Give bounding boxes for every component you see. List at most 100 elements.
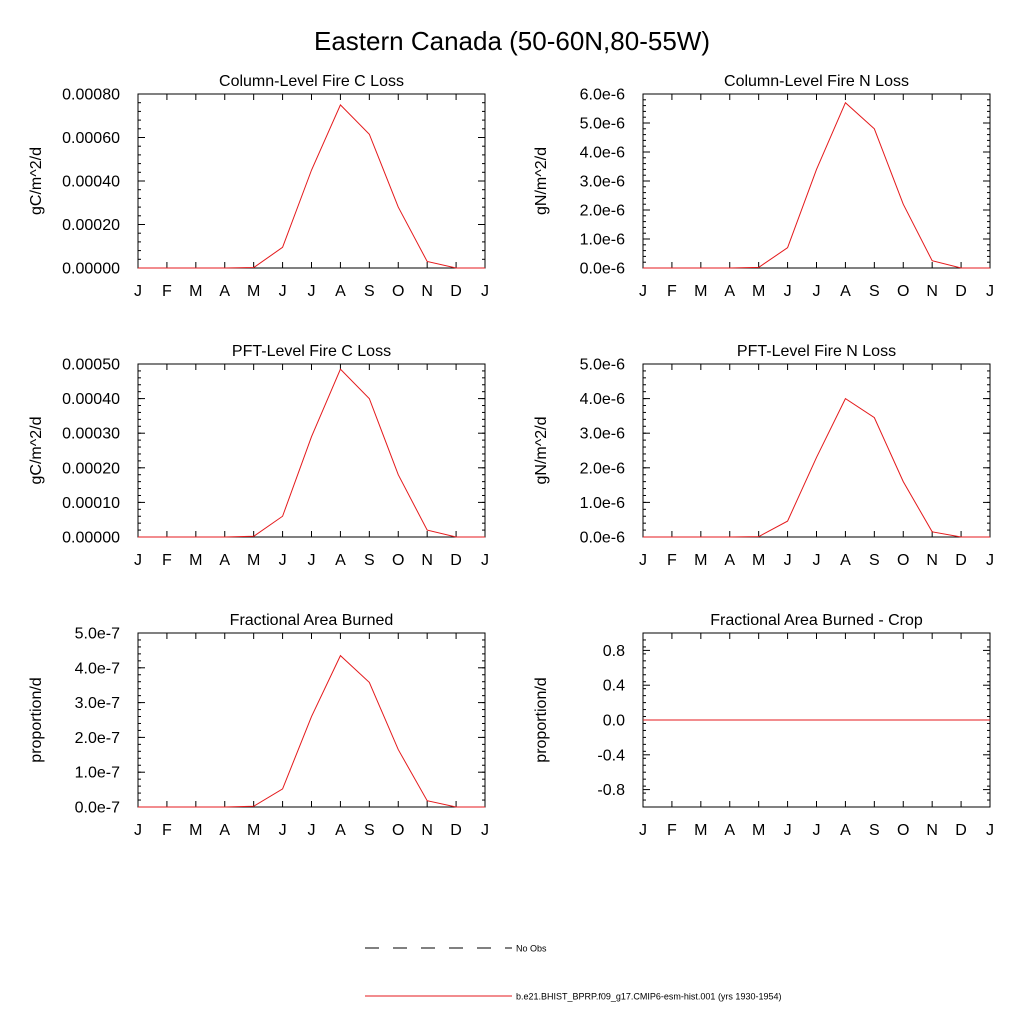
x-tick-label: A (840, 283, 851, 300)
panel-title: Column-Level Fire N Loss (724, 73, 909, 90)
series-line (138, 104, 485, 269)
y-tick-label: 2.0e-6 (580, 203, 625, 220)
x-tick-label: N (421, 283, 433, 300)
x-tick-label: J (481, 822, 489, 839)
x-tick-label: A (724, 283, 735, 300)
y-tick-label: 5.0e-6 (580, 116, 625, 133)
x-tick-label: S (869, 552, 880, 569)
x-tick-label: F (667, 283, 677, 300)
x-tick-label: S (364, 283, 375, 300)
panel-title: PFT-Level Fire C Loss (232, 343, 391, 360)
y-tick-label: 2.0e-6 (580, 460, 625, 477)
x-tick-label: D (450, 552, 462, 569)
x-tick-label: M (189, 822, 202, 839)
x-tick-label: J (784, 822, 792, 839)
x-tick-label: O (392, 822, 404, 839)
x-tick-label: N (421, 552, 433, 569)
panel-title: Fractional Area Burned - Crop (710, 612, 923, 629)
x-tick-label: M (247, 283, 260, 300)
x-tick-label: D (955, 552, 967, 569)
x-tick-label: O (897, 822, 909, 839)
legend-label-run: b.e21.BHIST_BPRP.f09_g17.CMIP6-esm-hist.… (516, 992, 781, 1002)
y-tick-label: 3.0e-6 (580, 426, 625, 443)
plot-frame (642, 93, 991, 269)
x-tick-label: J (986, 822, 994, 839)
x-tick-label: J (813, 283, 821, 300)
y-tick-label: 1.0e-6 (580, 232, 625, 249)
x-tick-label: O (392, 552, 404, 569)
panel-title: Column-Level Fire C Loss (219, 73, 404, 90)
y-tick-label: 0.00050 (62, 357, 120, 374)
y-tick-label: 0.00010 (62, 495, 120, 512)
y-tick-label: 3.0e-7 (75, 695, 120, 712)
x-tick-label: A (724, 822, 735, 839)
y-axis-label: gC/m^2/d (28, 417, 45, 485)
y-tick-label: 0.00020 (62, 460, 120, 477)
x-tick-label: D (955, 822, 967, 839)
y-axis-label: gN/m^2/d (533, 147, 550, 215)
y-tick-label: 5.0e-6 (580, 357, 625, 374)
x-tick-label: J (279, 822, 287, 839)
x-tick-label: J (639, 552, 647, 569)
x-tick-label: F (667, 552, 677, 569)
panel-title: Fractional Area Burned (230, 612, 394, 629)
x-tick-label: A (219, 283, 230, 300)
x-tick-label: J (639, 283, 647, 300)
y-tick-label: -0.8 (597, 782, 625, 799)
figure-title: Eastern Canada (50-60N,80-55W) (314, 26, 710, 56)
x-tick-label: J (784, 283, 792, 300)
x-tick-label: F (162, 283, 172, 300)
y-tick-label: 5.0e-7 (75, 626, 120, 643)
y-tick-label: 0.8 (603, 643, 625, 660)
legend: No Obs b.e21.BHIST_BPRP.f09_g17.CMIP6-es… (365, 944, 781, 1002)
x-tick-label: M (752, 552, 765, 569)
x-tick-label: A (840, 552, 851, 569)
y-tick-label: -0.4 (597, 747, 625, 764)
y-axis-label: gC/m^2/d (28, 147, 45, 215)
x-tick-label: M (694, 822, 707, 839)
x-tick-label: S (869, 822, 880, 839)
y-axis-label: proportion/d (28, 677, 45, 762)
y-tick-label: 0.00040 (62, 174, 120, 191)
y-tick-label: 1.0e-7 (75, 765, 120, 782)
x-tick-label: J (639, 822, 647, 839)
x-tick-label: O (897, 283, 909, 300)
plot-frame (642, 363, 991, 538)
x-tick-label: M (247, 822, 260, 839)
series-line (643, 101, 990, 269)
x-tick-label: J (134, 822, 142, 839)
y-tick-label: 1.0e-6 (580, 495, 625, 512)
series-line (643, 397, 990, 538)
x-tick-label: J (308, 552, 316, 569)
x-tick-label: N (926, 552, 938, 569)
x-tick-label: J (813, 822, 821, 839)
series-line (138, 368, 485, 538)
x-tick-label: M (189, 552, 202, 569)
x-tick-label: J (481, 552, 489, 569)
x-tick-label: J (134, 283, 142, 300)
x-tick-label: J (279, 283, 287, 300)
x-tick-label: N (926, 822, 938, 839)
x-tick-label: N (421, 822, 433, 839)
x-tick-label: J (134, 552, 142, 569)
y-tick-label: 0.0e-6 (580, 530, 625, 547)
x-tick-label: M (694, 283, 707, 300)
series-line (138, 654, 485, 808)
panel-6: Fractional Area Burned - Crop proportion/… (533, 612, 994, 839)
y-axis-label: proportion/d (533, 677, 550, 762)
x-tick-label: J (279, 552, 287, 569)
x-tick-label: S (364, 822, 375, 839)
x-tick-label: J (481, 283, 489, 300)
x-tick-label: M (247, 552, 260, 569)
x-tick-label: J (308, 283, 316, 300)
x-tick-label: D (450, 822, 462, 839)
x-tick-label: A (724, 552, 735, 569)
y-axis-label: gN/m^2/d (533, 417, 550, 485)
y-tick-label: 0.0 (603, 713, 625, 730)
y-tick-label: 0.00080 (62, 87, 120, 104)
x-tick-label: J (308, 822, 316, 839)
